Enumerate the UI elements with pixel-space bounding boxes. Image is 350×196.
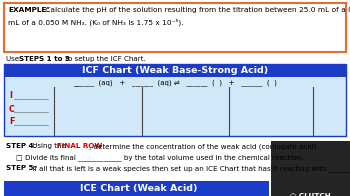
Text: ICF Chart (Weak Base-Strong Acid): ICF Chart (Weak Base-Strong Acid) [82,66,268,75]
Text: to setup the ICF Chart.: to setup the ICF Chart. [63,56,146,62]
Text: I: I [9,92,12,101]
Text: ICE Chart (Weak Acid): ICE Chart (Weak Acid) [80,184,197,193]
Text: STEP 4:: STEP 4: [6,143,36,149]
Bar [271,141,350,196]
Text: Using the: Using the [30,143,68,149]
Text: F: F [9,117,14,126]
Text: STEP 5:: STEP 5: [6,165,36,171]
Text: □ Divide its final ____________ by the total volume used in the chemical reactio: □ Divide its final ____________ by the t… [16,154,303,161]
Text: C: C [9,104,15,113]
Bar [4,3,346,52]
Bar [4,64,346,77]
Bar [4,64,346,136]
Text: ______  (aq)   +   ______  (aq) ⇌   ______  (  )   +   ______  (  ): ______ (aq) + ______ (aq) ⇌ ______ ( ) +… [73,80,277,86]
Text: ○ CLUTCH: ○ CLUTCH [290,192,330,196]
Text: mL of a 0.050 M NH₃. (K₀ of NH₃ is 1.75 x 10⁻⁵).: mL of a 0.050 M NH₃. (K₀ of NH₃ is 1.75 … [8,19,184,26]
Text: If all that is left is a weak species then set up an ICE Chart that has it react: If all that is left is a weak species th… [30,165,350,172]
Text: Use: Use [6,56,21,62]
Bar [4,181,269,196]
Text: STEPS 1 to 3: STEPS 1 to 3 [19,56,70,62]
Text: Calculate the pH of the solution resulting from the titration between 25.0 mL of: Calculate the pH of the solution resulti… [43,7,350,13]
Text: , determine the concentration of the weak acid (conjugate acid).: , determine the concentration of the wea… [89,143,319,150]
Text: EXAMPLE:: EXAMPLE: [8,7,49,13]
Text: FINAL ROW: FINAL ROW [57,143,102,149]
